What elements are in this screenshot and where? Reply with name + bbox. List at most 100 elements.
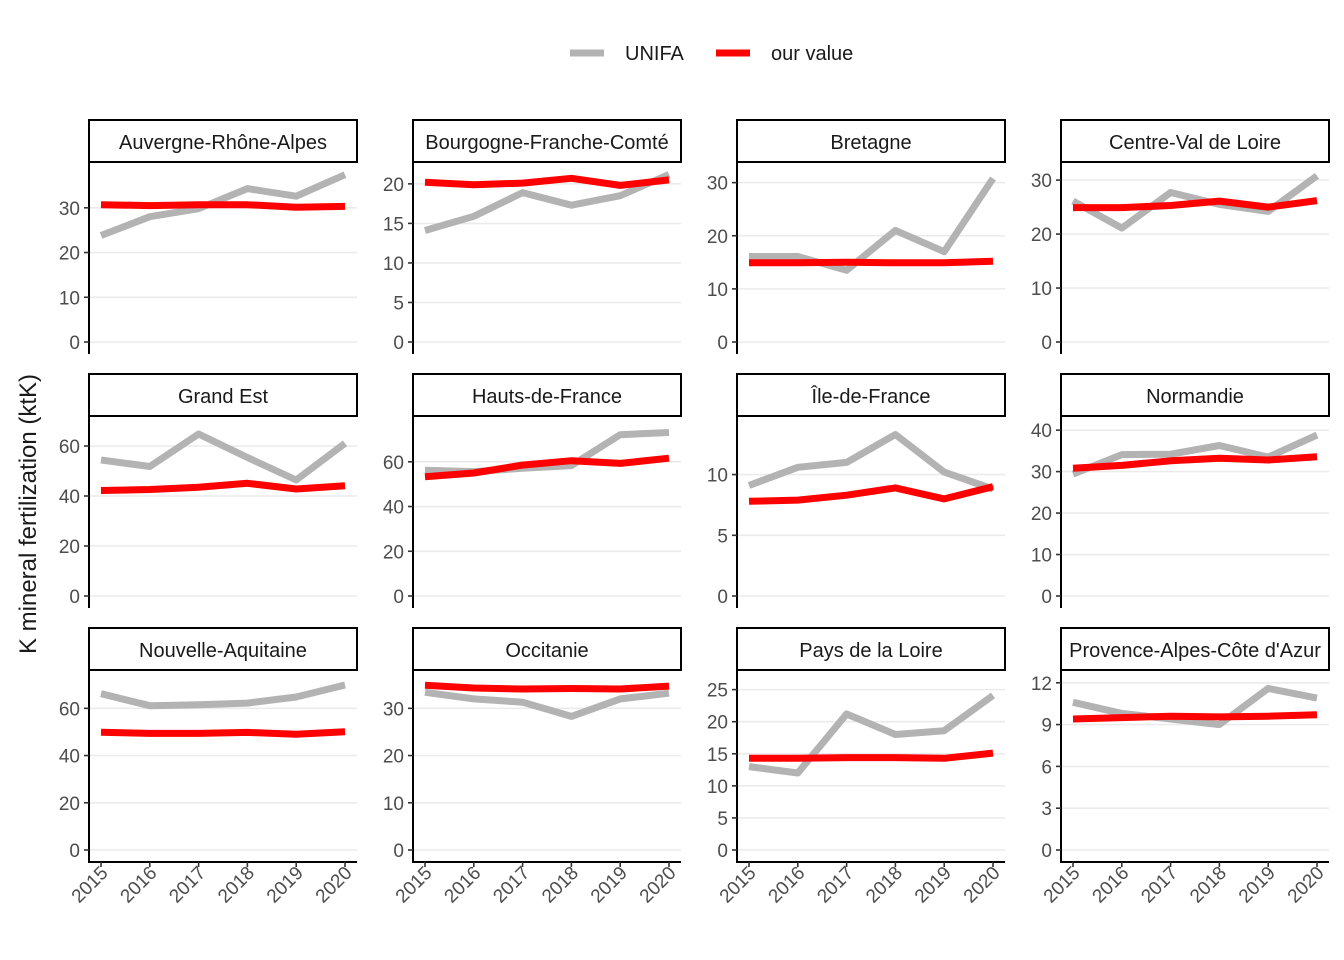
series-line-unifa-ile-de-france	[747, 431, 995, 493]
strip-occitanie	[412, 627, 682, 671]
panel-title-centre-val-de-loire: Centre-Val de Loire	[1109, 132, 1281, 154]
x-tick-label-provence-alpes-cote-d-azur: 2016	[1089, 863, 1134, 908]
panel-centre-val-de-loire: Centre-Val de Loire 0 10 20 30	[1031, 119, 1330, 354]
x-tick-label-pays-de-la-loire: 2015	[716, 863, 761, 908]
panel-title-auvergne-rhone-alpes: Auvergne-Rhône-Alpes	[119, 132, 327, 154]
x-tick-label-occitanie: 2017	[489, 863, 534, 908]
y-tick-label-bourgogne-franche-comte: 0	[393, 333, 404, 354]
y-tick-label-hauts-de-france: 0	[393, 587, 404, 608]
y-tick-label-ile-de-france: 10	[707, 466, 728, 487]
y-axis-title: K mineral fertilization (ktK)	[15, 374, 42, 654]
y-tick-label-bourgogne-franche-comte: 20	[383, 175, 404, 196]
y-tick-label-grand-est: 20	[59, 537, 80, 558]
x-tick-label-nouvelle-aquitaine: 2015	[68, 863, 113, 908]
y-tick-label-nouvelle-aquitaine: 20	[59, 794, 80, 815]
y-tick-label-occitanie: 30	[383, 699, 404, 720]
series-line-unifa-auvergne-rhone-alpes	[99, 171, 347, 239]
legend-label-unifa: UNIFA	[625, 43, 685, 65]
y-tick-label-bretagne: 0	[717, 333, 728, 354]
panel-hauts-de-france: Hauts-de-France 0 20 40 60	[383, 373, 682, 608]
panel-normandie: Normandie 0 10 20 30 40	[1031, 373, 1330, 608]
strip-centre-val-de-loire	[1060, 119, 1330, 163]
series-line-unifa-grand-est	[100, 430, 348, 484]
x-tick-label-occitanie: 2019	[587, 863, 632, 908]
y-tick-label-centre-val-de-loire: 30	[1031, 171, 1052, 192]
panel-title-occitanie: Occitanie	[505, 640, 588, 662]
y-tick-label-bourgogne-franche-comte: 5	[393, 293, 404, 314]
x-tick-label-nouvelle-aquitaine: 2016	[117, 863, 162, 908]
y-tick-label-pays-de-la-loire: 5	[717, 809, 728, 830]
y-tick-label-pays-de-la-loire: 0	[717, 841, 728, 862]
x-tick-label-provence-alpes-cote-d-azur: 2017	[1137, 863, 1182, 908]
y-tick-label-auvergne-rhone-alpes: 30	[59, 199, 80, 220]
x-tick-label-provence-alpes-cote-d-azur: 2015	[1040, 863, 1085, 908]
series-line-unifa-pays-de-la-loire	[748, 692, 996, 777]
panel-title-bourgogne-franche-comte: Bourgogne-Franche-Comté	[425, 132, 668, 154]
panel-title-grand-est: Grand Est	[178, 386, 268, 408]
x-tick-label-nouvelle-aquitaine: 2020	[312, 863, 357, 908]
series-line-our-value-ile-de-france	[748, 483, 994, 505]
strip-nouvelle-aquitaine	[88, 627, 358, 671]
legend: UNIFA our value	[570, 43, 853, 65]
x-tick-label-nouvelle-aquitaine: 2018	[214, 863, 259, 908]
strip-ile-de-france	[736, 373, 1006, 417]
y-tick-label-occitanie: 10	[383, 794, 404, 815]
panel-title-hauts-de-france: Hauts-de-France	[472, 386, 622, 408]
panel-title-provence-alpes-cote-d-azur: Provence-Alpes-Côte d'Azur	[1069, 640, 1321, 662]
strip-grand-est	[88, 373, 358, 417]
series-line-our-value-nouvelle-aquitaine	[100, 728, 346, 738]
y-tick-label-ile-de-france: 0	[717, 587, 728, 608]
series-line-our-value-auvergne-rhone-alpes	[100, 201, 346, 211]
x-tick-label-occitanie: 2016	[441, 863, 486, 908]
panel-title-pays-de-la-loire: Pays de la Loire	[799, 640, 942, 662]
y-tick-label-auvergne-rhone-alpes: 20	[59, 244, 80, 265]
x-tick-label-occitanie: 2020	[636, 863, 681, 908]
y-tick-label-auvergne-rhone-alpes: 0	[69, 333, 80, 354]
x-tick-label-nouvelle-aquitaine: 2017	[165, 863, 210, 908]
series-line-unifa-bourgogne-franche-comte	[424, 171, 671, 234]
y-tick-label-bretagne: 20	[707, 227, 728, 248]
series-line-our-value-normandie	[1072, 453, 1318, 472]
panel-auvergne-rhone-alpes: Auvergne-Rhône-Alpes 0 10 20 30	[59, 119, 358, 354]
y-tick-label-pays-de-la-loire: 25	[707, 681, 728, 702]
y-tick-label-pays-de-la-loire: 15	[707, 745, 728, 766]
y-tick-label-provence-alpes-cote-d-azur: 12	[1031, 674, 1052, 695]
y-tick-label-centre-val-de-loire: 0	[1041, 333, 1052, 354]
legend-label-our-value: our value	[771, 43, 853, 65]
y-tick-label-bourgogne-franche-comte: 10	[383, 254, 404, 275]
panel-title-nouvelle-aquitaine: Nouvelle-Aquitaine	[139, 640, 307, 662]
series-line-unifa-provence-alpes-cote-d-azur	[1072, 684, 1318, 729]
series-line-our-value-occitanie	[424, 681, 670, 693]
series-line-our-value-grand-est	[100, 479, 346, 494]
y-tick-label-normandie: 0	[1041, 587, 1052, 608]
x-tick-label-pays-de-la-loire: 2020	[960, 863, 1005, 908]
y-tick-label-hauts-de-france: 20	[383, 542, 404, 563]
y-tick-label-provence-alpes-cote-d-azur: 3	[1041, 799, 1052, 820]
series-line-our-value-bretagne	[749, 257, 994, 267]
y-tick-label-nouvelle-aquitaine: 0	[69, 841, 80, 862]
strip-pays-de-la-loire	[736, 627, 1006, 671]
panel-ile-de-france: Île-de-France 0 5 10	[707, 373, 1006, 608]
series-line-our-value-hauts-de-france	[424, 454, 670, 481]
panel-title-ile-de-france: Île-de-France	[811, 385, 931, 408]
y-tick-label-nouvelle-aquitaine: 40	[59, 747, 80, 768]
strip-hauts-de-france	[412, 373, 682, 417]
y-tick-label-bourgogne-franche-comte: 15	[383, 214, 404, 235]
series-line-unifa-nouvelle-aquitaine	[100, 681, 346, 710]
x-tick-label-occitanie: 2018	[538, 863, 583, 908]
panel-bretagne: Bretagne 0 10 20 30	[707, 119, 1006, 354]
y-tick-label-pays-de-la-loire: 20	[707, 713, 728, 734]
x-tick-label-pays-de-la-loire: 2019	[911, 863, 956, 908]
series-line-unifa-normandie	[1071, 431, 1319, 478]
y-tick-label-provence-alpes-cote-d-azur: 9	[1041, 716, 1052, 737]
x-tick-label-pays-de-la-loire: 2016	[765, 863, 810, 908]
series-line-our-value-pays-de-la-loire	[749, 749, 994, 762]
series-line-our-value-provence-alpes-cote-d-azur	[1072, 711, 1318, 723]
y-tick-label-normandie: 40	[1031, 421, 1052, 442]
x-tick-label-nouvelle-aquitaine: 2019	[263, 863, 308, 908]
x-tick-label-provence-alpes-cote-d-azur: 2019	[1235, 863, 1280, 908]
panel-bourgogne-franche-comte: Bourgogne-Franche-Comté 0 5 10 15 20	[383, 119, 682, 354]
y-tick-label-grand-est: 40	[59, 487, 80, 508]
